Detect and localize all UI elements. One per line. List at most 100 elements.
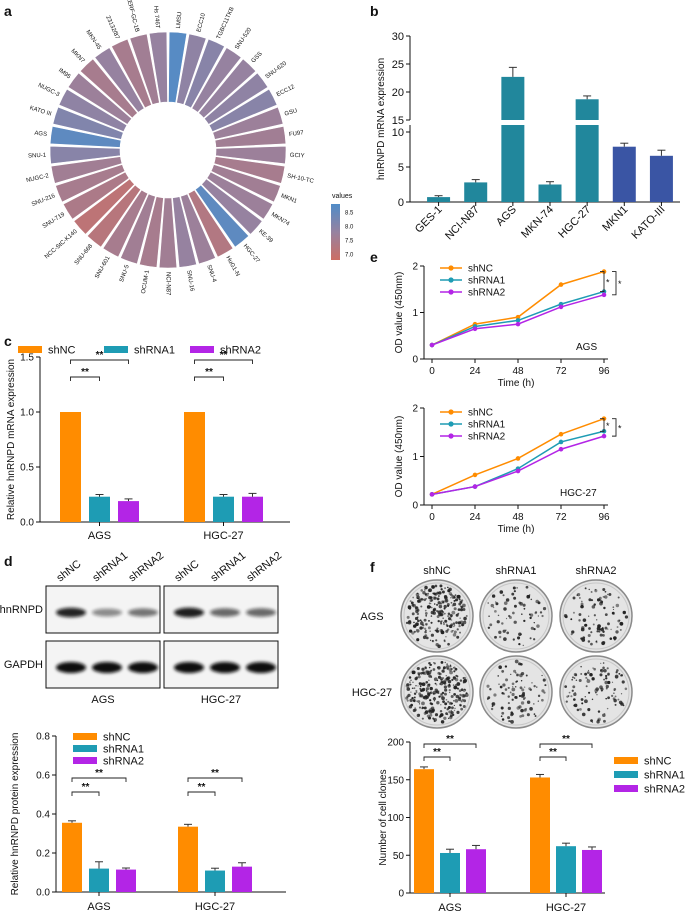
- colony: [439, 612, 443, 616]
- radial-label: SNU-668: [74, 243, 95, 266]
- colony: [573, 704, 576, 707]
- colony: [497, 614, 500, 617]
- colony: [503, 637, 507, 641]
- colony: [436, 603, 439, 606]
- colony: [526, 594, 531, 599]
- colony: [611, 611, 615, 615]
- plate: [479, 655, 553, 729]
- colony: [593, 667, 596, 671]
- radial-segment: [172, 196, 197, 268]
- colony: [541, 674, 543, 677]
- colony: [516, 636, 521, 640]
- colony: [600, 662, 602, 665]
- colony: [417, 619, 420, 623]
- colony: [613, 636, 617, 640]
- colony: [459, 617, 461, 619]
- colony: [417, 675, 421, 679]
- plate-rim: [482, 582, 550, 650]
- colony: [454, 594, 457, 596]
- colony: [412, 596, 415, 599]
- radial-label: MKN1: [280, 193, 298, 205]
- colony: [453, 676, 456, 679]
- significance-bracket: [71, 791, 100, 796]
- legend-title: values: [332, 193, 353, 200]
- colony: [449, 715, 453, 720]
- colony: [408, 629, 413, 633]
- colony: [498, 635, 502, 639]
- colony: [511, 682, 515, 686]
- colony: [520, 708, 524, 713]
- radial-segment: [49, 125, 122, 148]
- colony: [587, 640, 591, 643]
- bar: [464, 182, 488, 202]
- colony: [421, 624, 423, 626]
- colony: [463, 699, 467, 703]
- colony: [425, 636, 429, 640]
- y-tick-label: 0.6: [36, 771, 50, 782]
- colony: [423, 598, 427, 602]
- colony: [570, 695, 573, 698]
- data-point: [515, 318, 521, 323]
- y-tick-label: 1.0: [20, 408, 34, 419]
- bar-shnc: [178, 826, 198, 892]
- colony: [433, 603, 436, 605]
- radial-label: NCI-N87: [164, 272, 170, 296]
- y-axis-label: Number of cell clones: [378, 769, 389, 865]
- colony: [563, 613, 568, 618]
- colony: [453, 607, 457, 611]
- colony: [459, 600, 463, 604]
- y-axis-label: OD value (450nm): [394, 416, 405, 498]
- colony: [438, 695, 441, 698]
- colony: [537, 615, 540, 617]
- series-line-shrna2: [431, 435, 605, 496]
- radial-label: SNU-601: [94, 255, 112, 280]
- plate-row-label: AGS: [360, 611, 383, 623]
- chart-title: HGC-27: [560, 488, 597, 499]
- colony: [458, 598, 461, 601]
- colony: [581, 638, 586, 642]
- colony: [410, 601, 414, 605]
- colony: [506, 631, 510, 635]
- colony: [584, 672, 588, 676]
- plate: [479, 579, 553, 653]
- significance-label: **: [82, 782, 90, 793]
- x-tick-label: 96: [598, 366, 610, 377]
- colony: [448, 688, 451, 692]
- colony: [424, 611, 428, 615]
- colony: [442, 621, 445, 624]
- colony: [605, 697, 608, 700]
- colony: [444, 678, 448, 682]
- x-tick-label: 24: [469, 366, 481, 377]
- colony: [459, 620, 464, 625]
- radial-segment: [111, 38, 152, 109]
- colony: [443, 685, 447, 689]
- colony: [427, 626, 431, 630]
- legend-label: shNC: [468, 264, 493, 275]
- colony: [498, 683, 500, 686]
- lane-label: shRNA2: [126, 550, 166, 585]
- radial-segment: [210, 164, 281, 203]
- colony: [529, 594, 531, 596]
- data-point: [515, 321, 521, 327]
- colony: [509, 691, 512, 694]
- radial-label: SNU-719: [42, 212, 67, 230]
- colony: [580, 604, 584, 609]
- colony: [515, 672, 517, 674]
- colony: [544, 684, 547, 687]
- colony: [424, 589, 426, 591]
- colony: [441, 590, 445, 594]
- colony: [433, 720, 436, 723]
- colony: [587, 669, 590, 672]
- colony: [459, 679, 463, 682]
- colony: [419, 685, 422, 688]
- radial-segment: [139, 196, 164, 268]
- colony: [505, 598, 510, 602]
- bar-lower: [575, 125, 599, 202]
- colony: [521, 714, 525, 718]
- colony: [602, 713, 606, 717]
- colony: [521, 693, 525, 697]
- colony: [522, 603, 526, 607]
- colony: [600, 600, 604, 604]
- colony: [529, 707, 533, 711]
- colony: [573, 677, 576, 679]
